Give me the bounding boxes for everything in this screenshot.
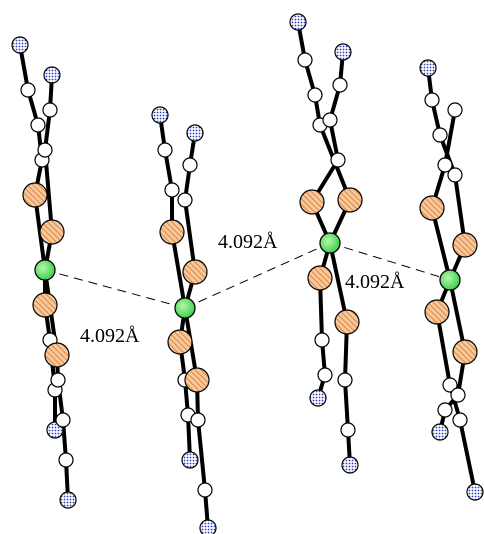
carbon-atom bbox=[333, 78, 347, 92]
sulfur-atom bbox=[23, 183, 47, 207]
carbon-atom bbox=[318, 368, 332, 382]
sulfur-atom bbox=[160, 220, 184, 244]
carbon-atom bbox=[38, 143, 52, 157]
carbon-atom bbox=[448, 103, 462, 117]
distance-label: 4.092Å bbox=[218, 231, 278, 253]
metal-atom bbox=[320, 233, 340, 253]
sulfur-atom bbox=[425, 300, 449, 324]
carbon-atom bbox=[298, 53, 312, 67]
nitrogen-atom bbox=[342, 457, 358, 473]
carbon-atom bbox=[315, 333, 329, 347]
carbon-atom bbox=[165, 183, 179, 197]
nitrogen-atom bbox=[44, 67, 60, 83]
carbon-atom bbox=[191, 413, 205, 427]
nitrogen-atom bbox=[432, 424, 448, 440]
carbon-atom bbox=[158, 143, 172, 157]
sulfur-atom bbox=[338, 188, 362, 212]
carbon-atom bbox=[178, 193, 192, 207]
carbon-atom bbox=[451, 388, 465, 402]
nitrogen-atom bbox=[420, 60, 436, 76]
nitrogen-atom bbox=[200, 520, 216, 534]
metal-atom bbox=[175, 298, 195, 318]
carbon-atom bbox=[331, 153, 345, 167]
bond bbox=[185, 133, 208, 528]
carbon-atom bbox=[59, 453, 73, 467]
carbon-atom bbox=[31, 118, 45, 132]
sulfur-atom bbox=[183, 260, 207, 284]
distance-label: 4.092Å bbox=[80, 325, 140, 347]
sulfur-atom bbox=[308, 266, 332, 290]
carbon-atom bbox=[323, 113, 337, 127]
nitrogen-atom bbox=[12, 37, 28, 53]
carbon-atom bbox=[433, 128, 447, 142]
carbon-atom bbox=[51, 373, 65, 387]
molecules bbox=[12, 14, 483, 534]
carbon-atom bbox=[183, 158, 197, 172]
distance-label: 4.092Å bbox=[345, 271, 405, 293]
crystal-packing: 4.092Å 4.092Å 4.092Å bbox=[0, 0, 484, 534]
carbon-atom bbox=[198, 483, 212, 497]
sulfur-atom bbox=[168, 330, 192, 354]
sulfur-atom bbox=[185, 368, 209, 392]
sulfur-atom bbox=[33, 293, 57, 317]
carbon-atom bbox=[308, 88, 322, 102]
nitrogen-atom bbox=[310, 390, 326, 406]
metal-atom bbox=[35, 260, 55, 280]
sulfur-atom bbox=[335, 310, 359, 334]
sulfur-atom bbox=[453, 233, 477, 257]
contact-line bbox=[45, 270, 185, 308]
sulfur-atom bbox=[45, 343, 69, 367]
carbon-atom bbox=[425, 93, 439, 107]
nitrogen-atom bbox=[187, 125, 203, 141]
nitrogen-atom bbox=[290, 14, 306, 30]
sulfur-atom bbox=[300, 190, 324, 214]
nitrogen-atom bbox=[467, 484, 483, 500]
carbon-atom bbox=[438, 158, 452, 172]
carbon-atom bbox=[43, 103, 57, 117]
sulfur-atom bbox=[420, 196, 444, 220]
carbon-atom bbox=[21, 83, 35, 97]
carbon-atom bbox=[56, 413, 70, 427]
carbon-atom bbox=[453, 413, 467, 427]
nitrogen-atom bbox=[335, 44, 351, 60]
carbon-atom bbox=[438, 403, 452, 417]
carbon-atom bbox=[341, 423, 355, 437]
sulfur-atom bbox=[40, 220, 64, 244]
carbon-atom bbox=[338, 373, 352, 387]
metal-atom bbox=[440, 270, 460, 290]
nitrogen-atom bbox=[60, 492, 76, 508]
sulfur-atom bbox=[453, 340, 477, 364]
nitrogen-atom bbox=[152, 107, 168, 123]
nitrogen-atom bbox=[182, 452, 198, 468]
